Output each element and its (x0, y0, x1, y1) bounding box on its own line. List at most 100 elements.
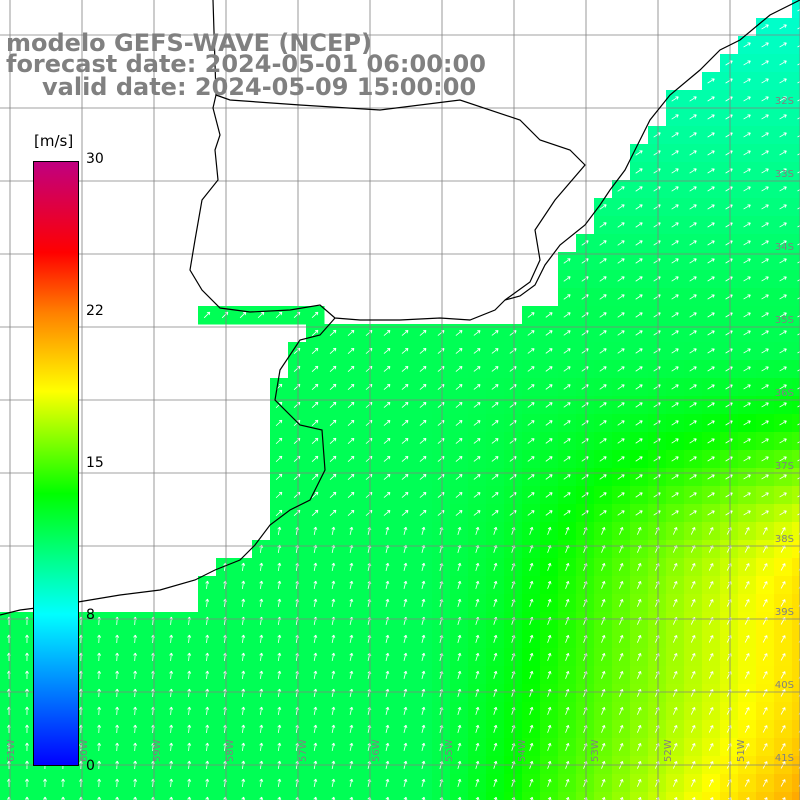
wind-arrow (617, 330, 625, 336)
wind-arrow (672, 527, 678, 535)
wind-arrow (743, 420, 751, 426)
wind-arrow (385, 670, 390, 679)
wind-arrow (403, 724, 408, 733)
wind-arrow (761, 366, 769, 372)
wind-arrow (690, 779, 696, 787)
wind-arrow (61, 778, 66, 788)
wind-arrow (779, 312, 787, 318)
wind-speed-cell (792, 432, 800, 451)
wind-arrow (601, 598, 606, 607)
wind-arrow (169, 724, 174, 734)
wind-arrow (259, 634, 264, 644)
wind-arrow (797, 81, 800, 84)
wind-arrow (635, 456, 643, 462)
wind-arrow (761, 222, 769, 228)
wind-arrow (133, 634, 138, 644)
wind-arrow (347, 365, 355, 372)
wind-speed-cell (234, 792, 253, 800)
wind-arrow (743, 204, 751, 210)
wind-speed-cell (792, 324, 800, 343)
wind-arrow (601, 652, 606, 661)
wind-arrow (403, 652, 408, 661)
wind-arrow (403, 706, 408, 715)
wind-arrow (762, 527, 768, 535)
wind-arrow (797, 297, 800, 300)
wind-arrow (690, 671, 696, 679)
wind-arrow (762, 599, 768, 607)
wind-arrow (365, 419, 373, 426)
wind-arrow (744, 527, 750, 535)
colorbar-tick-30: 30 (86, 151, 104, 167)
wind-arrow (635, 294, 643, 300)
southern-coastline (0, 317, 336, 616)
wind-arrow (779, 114, 787, 120)
wind-arrow (761, 240, 769, 246)
wind-arrow (331, 724, 336, 733)
wind-arrow (493, 580, 498, 589)
wind-arrow (743, 438, 751, 444)
wind-arrow (797, 135, 800, 138)
wind-arrow (473, 420, 481, 426)
wind-arrow (383, 348, 391, 354)
wind-arrow (205, 706, 210, 716)
wind-arrow (563, 456, 571, 462)
wind-arrow (635, 348, 643, 354)
wind-arrow (401, 366, 409, 372)
wind-arrow (689, 474, 697, 480)
wind-speed-cell (792, 576, 800, 595)
wind-arrow (743, 366, 751, 372)
wind-arrow (599, 204, 607, 210)
wind-arrow (707, 348, 715, 354)
wind-arrow (779, 24, 787, 30)
wind-arrow (637, 635, 642, 643)
wind-arrow (780, 527, 786, 535)
wind-arrow (744, 671, 750, 679)
wind-arrow (241, 688, 246, 698)
wind-arrow (493, 778, 498, 787)
wind-arrow (601, 742, 606, 751)
wind-arrow (637, 563, 642, 571)
wind-speed-cell (792, 612, 800, 631)
wind-arrow (311, 491, 319, 498)
wind-arrow (635, 312, 643, 318)
wind-speed-cell (792, 198, 800, 217)
wind-arrow (599, 510, 607, 516)
wind-arrow (635, 474, 643, 480)
wind-speed-cell (684, 792, 703, 800)
wind-arrow (545, 456, 553, 462)
wind-arrow (329, 401, 337, 408)
wind-arrow (671, 240, 679, 246)
wind-arrow (115, 796, 120, 800)
wind-speed-cell (72, 792, 91, 800)
wind-arrow (689, 510, 697, 516)
wind-arrow (797, 495, 800, 498)
wind-arrow (545, 348, 553, 354)
colorbar-tick-8: 8 (86, 607, 95, 623)
wind-speed-cell (90, 792, 109, 800)
wind-arrow (331, 688, 336, 697)
wind-arrow (547, 526, 552, 535)
wind-arrow (169, 670, 174, 680)
wind-speed-cell (450, 792, 469, 800)
wind-arrow (475, 724, 480, 733)
wind-arrow (169, 634, 174, 644)
wind-arrow (473, 492, 481, 498)
wind-arrow (637, 671, 642, 679)
wind-speed-cell (792, 540, 800, 559)
wind-arrow (671, 312, 679, 318)
wind-arrow (313, 562, 318, 571)
wind-arrow (311, 383, 319, 390)
wind-arrow (672, 563, 678, 571)
wind-arrow (493, 670, 498, 679)
wind-speed-cell (792, 684, 800, 703)
wind-arrow (401, 510, 409, 516)
wind-arrow (331, 562, 336, 571)
wind-arrow (169, 688, 174, 698)
wind-arrow (455, 510, 463, 516)
wind-arrow (779, 492, 787, 498)
wind-arrow (672, 725, 678, 733)
wind-arrow (365, 491, 373, 498)
latitude-label: 41S (775, 753, 794, 764)
wind-arrow (779, 150, 787, 156)
wind-arrow (672, 779, 678, 787)
